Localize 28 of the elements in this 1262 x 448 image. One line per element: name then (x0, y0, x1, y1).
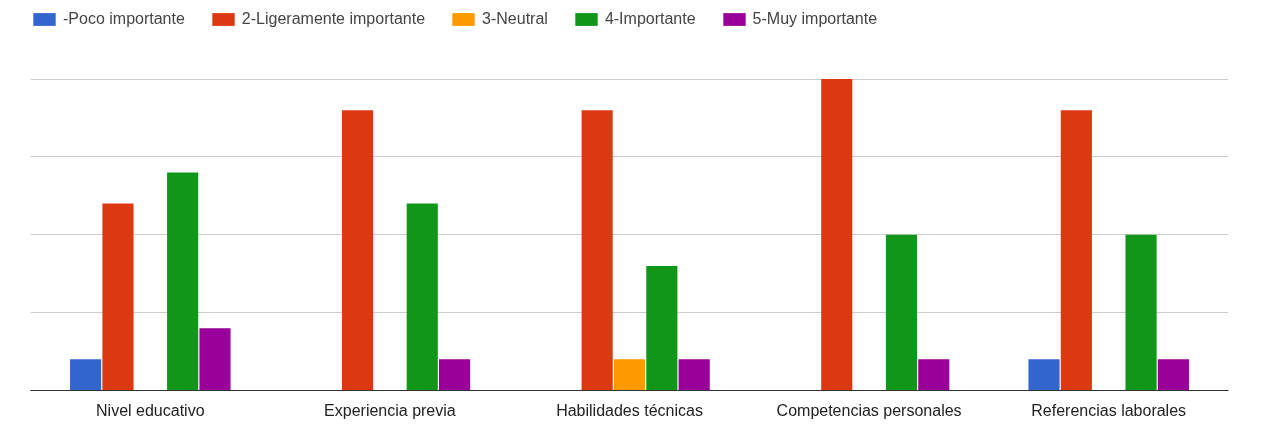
legend-label: 2-Ligeramente importante (241, 10, 426, 28)
bar (1060, 110, 1092, 391)
bar (70, 359, 102, 391)
bar (1125, 234, 1157, 391)
bar (885, 234, 918, 391)
bar (678, 359, 710, 391)
bar (1028, 359, 1060, 391)
bar (918, 359, 950, 391)
legend-label: 4-Importante (604, 10, 696, 28)
bar (341, 110, 374, 391)
x-tick-label: Experiencia previa (324, 401, 456, 419)
legend-label: 3-Neutral (482, 10, 548, 28)
bar (439, 359, 471, 391)
x-tick-label: Nivel educativo (96, 401, 205, 419)
legend-label: 5-Muy importante (752, 10, 878, 28)
bar (821, 79, 853, 391)
bar (102, 203, 134, 391)
bar (646, 265, 678, 391)
x-tick-label: Habilidades técnicas (556, 401, 703, 419)
x-tick-label: Referencias laborales (1031, 401, 1187, 419)
bar (1157, 359, 1189, 391)
bar (613, 359, 646, 391)
legend-label: -Poco importante (63, 10, 185, 28)
bar (167, 172, 199, 391)
bar (581, 110, 613, 391)
bar (199, 328, 231, 391)
bar (406, 203, 438, 391)
x-tick-label: Competencias personales (776, 401, 962, 419)
